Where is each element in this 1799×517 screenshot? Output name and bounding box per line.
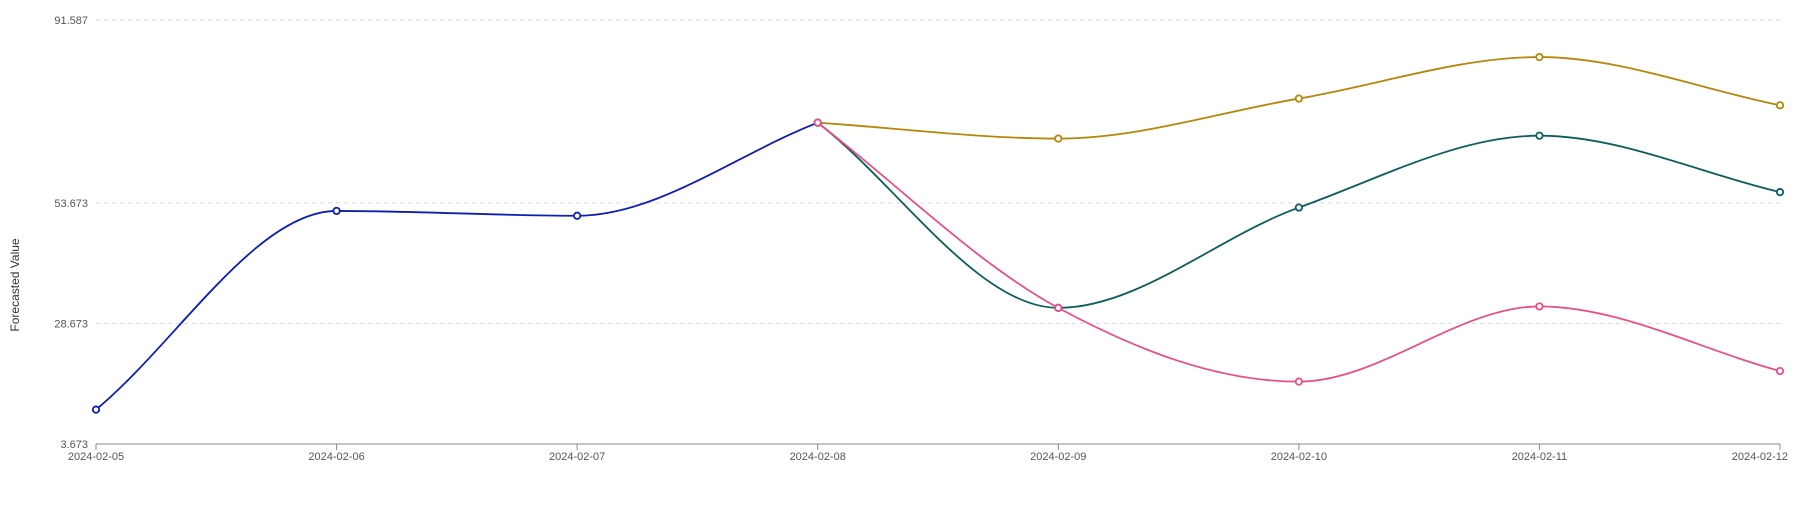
series-lines xyxy=(95,56,1781,411)
x-tick-label: 2024-02-05 xyxy=(68,451,124,463)
x-axis: 2024-02-05 2024-02-06 2024-02-07 2024-02-08… xyxy=(68,443,1788,463)
data-point[interactable] xyxy=(1775,188,1785,197)
x-tick-label: 2024-02-07 xyxy=(549,451,605,463)
x-tick-label: 2024-02-06 xyxy=(308,451,364,463)
x-tick-label: 2024-02-08 xyxy=(790,451,846,463)
data-point[interactable] xyxy=(813,118,822,127)
y-tick-label: 3.673 xyxy=(60,439,88,451)
y-tick-label: 53.673 xyxy=(54,198,88,210)
series-line-1 xyxy=(95,121,819,411)
data-point[interactable] xyxy=(1294,203,1303,212)
data-point[interactable] xyxy=(1775,366,1785,376)
x-tick-label: 2024-02-12 xyxy=(1732,451,1788,463)
data-point[interactable] xyxy=(1294,94,1303,103)
data-point[interactable] xyxy=(91,405,101,414)
data-point[interactable] xyxy=(1535,52,1544,62)
y-axis-title: Forecasted Value xyxy=(8,238,22,331)
series-line-3 xyxy=(817,121,1781,309)
data-point[interactable] xyxy=(1535,131,1544,140)
x-tick-label: 2024-02-10 xyxy=(1271,451,1327,463)
data-point[interactable] xyxy=(332,206,341,216)
data-point[interactable] xyxy=(1054,303,1063,312)
data-point[interactable] xyxy=(1294,377,1303,386)
data-point[interactable] xyxy=(1775,101,1785,110)
grid-lines xyxy=(96,19,1780,324)
y-axis-tick-labels: 3.673 28.673 53.673 91.587 xyxy=(54,15,88,451)
x-tick-label: 2024-02-09 xyxy=(1030,451,1086,463)
y-tick-label: 91.587 xyxy=(54,15,88,27)
series-line-4 xyxy=(817,121,1781,383)
x-tick-label: 2024-02-11 xyxy=(1512,451,1567,463)
data-point[interactable] xyxy=(1054,134,1063,143)
series-points xyxy=(91,52,1785,414)
data-point[interactable] xyxy=(1535,302,1544,311)
data-point[interactable] xyxy=(573,211,582,220)
y-tick-label: 28.673 xyxy=(54,318,88,330)
